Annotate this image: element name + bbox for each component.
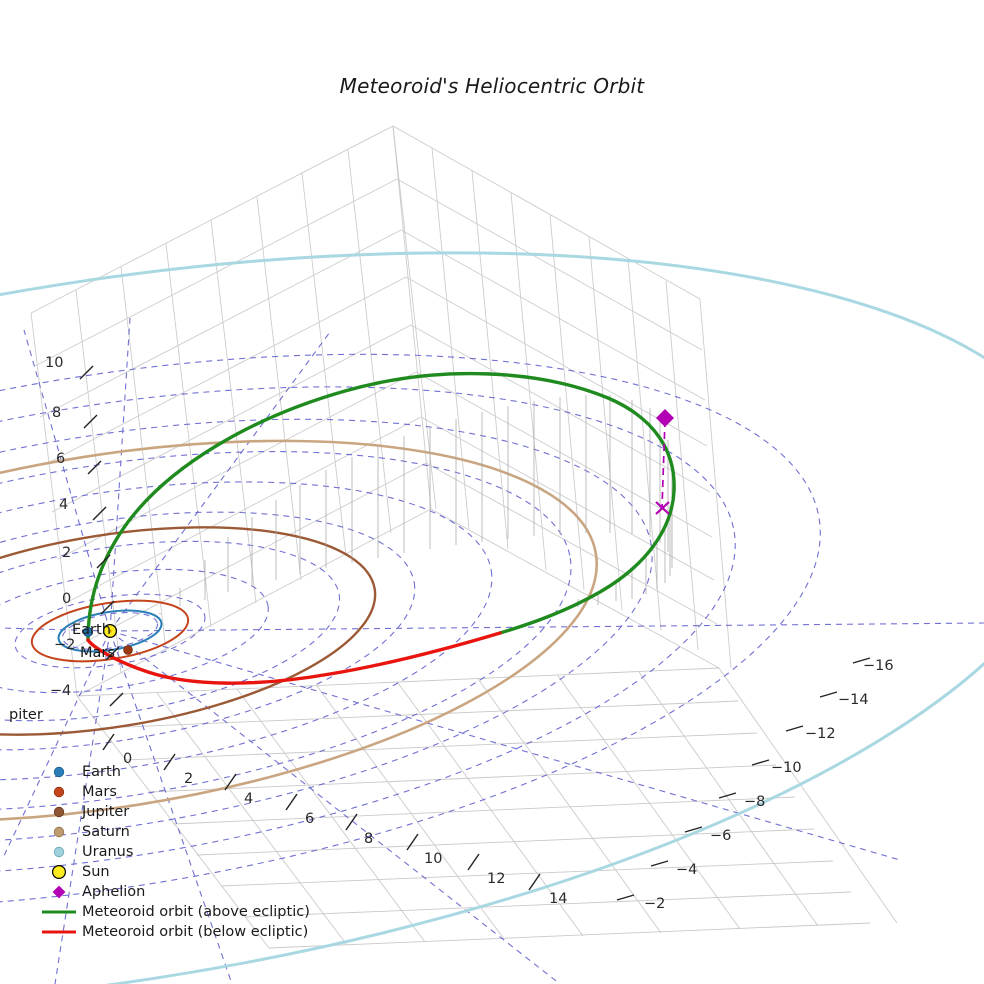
meteoroid-orbit-below-ecliptic bbox=[86, 631, 502, 685]
x-tick-label-2: 2 bbox=[184, 771, 194, 787]
planet-orbit-earth bbox=[57, 609, 163, 653]
legend-item-orbit-below[interactable]: Meteoroid orbit (below ecliptic) bbox=[40, 922, 308, 942]
x-tick-label-6: 6 bbox=[305, 811, 315, 827]
x-tick-label-4: 4 bbox=[244, 791, 254, 807]
axis-tick-marks-y bbox=[616, 657, 871, 901]
x-tick-label-14: 14 bbox=[549, 891, 568, 907]
y-tick-label-m10: −10 bbox=[771, 760, 802, 776]
legend-item-earth[interactable]: Earth bbox=[40, 762, 292, 782]
legend-label-orbit-below: Meteoroid orbit (below ecliptic) bbox=[82, 924, 309, 940]
x-tick-label-10: 10 bbox=[424, 851, 443, 867]
page-title: Meteoroid's Heliocentric Orbit bbox=[339, 74, 645, 98]
annotation-mars: Mars bbox=[80, 645, 115, 661]
axes-3d-floor-grid bbox=[76, 667, 898, 949]
legend-label-uranus: Uranus bbox=[82, 844, 134, 860]
aphelion-projection-line bbox=[661, 419, 666, 509]
axes-3d-panes bbox=[30, 125, 437, 697]
mars-body-marker bbox=[123, 645, 133, 655]
legend-item-orbit-above[interactable]: Meteoroid orbit (above ecliptic) bbox=[40, 902, 310, 922]
legend-label-sun: Sun bbox=[82, 864, 110, 880]
y-tick-label-m12: −12 bbox=[805, 726, 836, 742]
y-tick-label-m4: −4 bbox=[676, 862, 698, 878]
legend-label-earth: Earth bbox=[82, 764, 121, 780]
aphelion-marker-icon bbox=[52, 885, 66, 899]
earth-body-marker bbox=[83, 627, 94, 638]
axis-tick-marks-x bbox=[102, 733, 541, 891]
planet-orbit-saturn bbox=[0, 439, 599, 823]
meteoroid-orbit-above-ecliptic bbox=[86, 371, 676, 642]
x-tick-label-0: 0 bbox=[123, 751, 133, 767]
annotation-jupiter: piter bbox=[9, 707, 43, 723]
mars-marker-icon bbox=[53, 786, 65, 798]
legend-item-mars[interactable]: Mars bbox=[40, 782, 292, 802]
legend-label-jupiter: Jupiter bbox=[82, 804, 130, 820]
sun-marker-icon bbox=[52, 864, 67, 880]
y-tick-label-m6: −6 bbox=[710, 828, 732, 844]
z-tick-label-6: 6 bbox=[56, 451, 66, 467]
legend-item-sun[interactable]: Sun bbox=[40, 862, 292, 882]
legend-item-aphelion[interactable]: Aphelion bbox=[40, 882, 292, 902]
ecliptic-polar-grid bbox=[0, 317, 984, 984]
red-line-icon bbox=[42, 930, 76, 934]
axis-tick-marks-z bbox=[79, 365, 124, 707]
z-tick-label-8: 8 bbox=[52, 405, 62, 421]
legend-label-saturn: Saturn bbox=[82, 824, 130, 840]
legend-label-aphelion: Aphelion bbox=[82, 884, 146, 900]
z-tick-label-m2: −2 bbox=[54, 637, 76, 653]
x-tick-label-8: 8 bbox=[364, 831, 374, 847]
legend: Earth Mars Jupiter Saturn Uranus bbox=[40, 762, 310, 942]
x-tick-label-12: 12 bbox=[487, 871, 506, 887]
planet-orbit-uranus bbox=[0, 251, 984, 984]
z-tick-label-2: 2 bbox=[62, 545, 72, 561]
legend-label-orbit-above: Meteoroid orbit (above ecliptic) bbox=[82, 904, 310, 920]
legend-item-uranus[interactable]: Uranus bbox=[40, 842, 292, 862]
axes-3d-back-right-pane bbox=[392, 125, 732, 669]
z-tick-label-4: 4 bbox=[59, 497, 69, 513]
annotation-earth: Earth bbox=[72, 622, 111, 638]
y-tick-label-m16: −16 bbox=[863, 658, 894, 674]
green-line-icon bbox=[42, 910, 76, 914]
jupiter-marker-icon bbox=[53, 806, 65, 818]
planet-orbit-jupiter bbox=[0, 526, 377, 736]
orbit-stem-lines bbox=[159, 395, 673, 615]
uranus-marker-icon bbox=[53, 846, 65, 858]
z-tick-label-10: 10 bbox=[45, 355, 64, 371]
aphelion-ground-x-icon bbox=[655, 501, 670, 515]
y-tick-label-m14: −14 bbox=[838, 692, 869, 708]
sun-marker-icon bbox=[102, 623, 118, 639]
legend-item-jupiter[interactable]: Jupiter bbox=[40, 802, 292, 822]
legend-item-saturn[interactable]: Saturn bbox=[40, 822, 292, 842]
y-tick-label-m8: −8 bbox=[744, 794, 766, 810]
saturn-marker-icon bbox=[53, 826, 65, 838]
y-tick-label-m2: −2 bbox=[644, 896, 666, 912]
aphelion-marker-icon bbox=[656, 409, 674, 427]
earth-marker-icon bbox=[53, 766, 65, 778]
legend-label-mars: Mars bbox=[82, 784, 117, 800]
z-tick-label-m4: −4 bbox=[50, 683, 72, 699]
z-tick-label-0: 0 bbox=[62, 591, 72, 607]
